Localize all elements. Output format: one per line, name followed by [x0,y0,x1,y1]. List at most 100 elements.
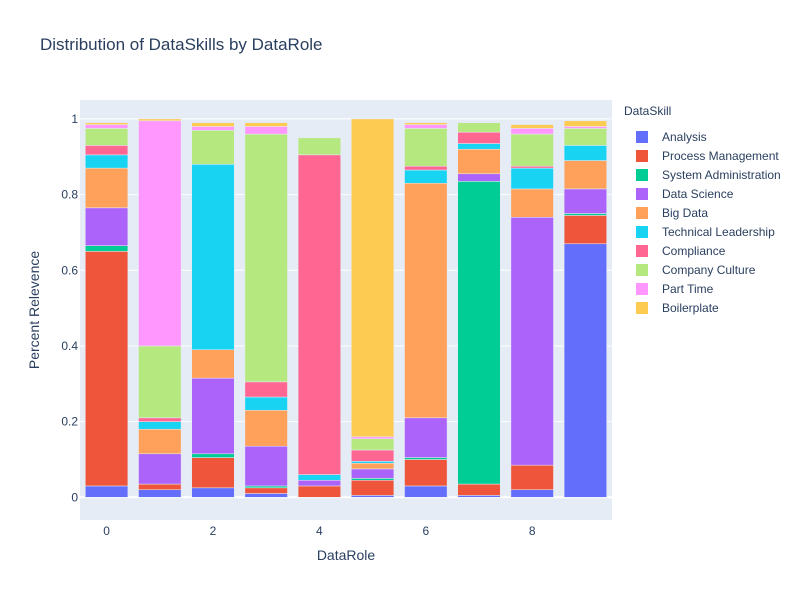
bar-segment[interactable] [563,213,607,216]
bar-segment[interactable] [138,417,182,422]
bar-segment[interactable] [191,349,235,379]
bar-segment[interactable] [244,126,288,135]
bar-segment[interactable] [404,124,448,129]
bar-segment[interactable] [563,120,607,127]
legend-item[interactable]: Data Science [624,184,781,203]
bar-segment[interactable] [297,154,341,475]
bar-segment[interactable] [510,188,554,218]
legend-item[interactable]: Big Data [624,203,781,222]
bar-segment[interactable] [244,396,288,411]
bar-segment[interactable] [351,118,395,438]
legend-item[interactable]: Company Culture [624,260,781,279]
bar-segment[interactable] [297,485,341,498]
bar-segment[interactable] [138,489,182,498]
bar-segment[interactable] [404,457,448,460]
bar-segment[interactable] [351,438,395,451]
legend-item[interactable]: Process Management [624,146,781,165]
bar-segment[interactable] [138,118,182,122]
bar-segment[interactable] [297,474,341,481]
bar-segment[interactable] [510,165,554,169]
bar-segment[interactable] [351,495,395,498]
bar-segment[interactable] [404,128,448,167]
bar-segment[interactable] [85,207,129,246]
bar-segment[interactable] [457,122,501,133]
bar-segment[interactable] [404,169,448,184]
bar-segment[interactable] [244,493,288,498]
bar-segment[interactable] [510,167,554,190]
legend-item[interactable]: System Administration [624,165,781,184]
bar-segment[interactable] [510,464,554,490]
bar-segment[interactable] [351,461,395,464]
bar-segment[interactable] [191,130,235,165]
bar-segment[interactable] [85,128,129,146]
bar-segment[interactable] [351,462,395,470]
legend-item[interactable]: Analysis [624,127,781,146]
bar-segment[interactable] [191,126,235,131]
legend-item[interactable]: Boilerplate [624,298,781,317]
legend-item[interactable]: Part Time [624,279,781,298]
bar-segment[interactable] [138,453,182,485]
bar-segment[interactable] [297,480,341,487]
bar-segment[interactable] [457,131,501,144]
bar-segment[interactable] [404,417,448,458]
bar-segment[interactable] [244,485,288,489]
bar-segment[interactable] [85,251,129,487]
bar-segment[interactable] [244,487,288,494]
bar-segment[interactable] [351,449,395,462]
bar-segment[interactable] [404,182,448,419]
bar-segment[interactable] [85,122,129,125]
bar-segment[interactable] [510,133,554,167]
bar-segment[interactable] [244,410,288,447]
bar-segment[interactable] [138,483,182,490]
bar-segment[interactable] [85,145,129,156]
bar-segment[interactable] [244,381,288,398]
bar-segment[interactable] [351,468,395,479]
bar-segment[interactable] [244,133,288,383]
bar-segment[interactable] [510,128,554,135]
bar-segment[interactable] [404,459,448,487]
bar-segment[interactable] [404,122,448,125]
bar-segment[interactable] [244,122,288,127]
bar-segment[interactable] [85,485,129,498]
legend-item[interactable]: Compliance [624,241,781,260]
bar-segment[interactable] [563,188,607,214]
bar-segment[interactable] [563,145,607,161]
bar-segment[interactable] [191,122,235,127]
bar-segment[interactable] [138,428,182,455]
bar-segment[interactable] [510,124,554,129]
bar-segment[interactable] [457,143,501,150]
bar-segment[interactable] [138,345,182,419]
bar-segment[interactable] [563,215,607,245]
bar-segment[interactable] [191,453,235,458]
bar-segment[interactable] [244,445,288,487]
bar-segment[interactable] [457,495,501,498]
x-tick-label: 8 [529,524,536,538]
bar-segment[interactable] [563,126,607,129]
bar-segment[interactable] [191,487,235,498]
bar-segment[interactable] [85,167,129,209]
bar-segment[interactable] [85,245,129,252]
bar-segment[interactable] [510,489,554,498]
bar-segment[interactable] [351,480,395,496]
bar-segment[interactable] [563,160,607,190]
bar-segment[interactable] [563,243,607,498]
bar-segment[interactable] [191,164,235,350]
bar-segment[interactable] [457,173,501,182]
bar-segment[interactable] [351,478,395,481]
bar-segment[interactable] [191,377,235,455]
bar-segment[interactable] [85,124,129,129]
legend-item[interactable]: Technical Leadership [624,222,781,241]
bar-segment[interactable] [138,120,182,347]
bar-segment[interactable] [85,154,129,169]
bar-segment[interactable] [457,181,501,485]
bar-segment[interactable] [457,483,501,496]
bar-segment[interactable] [510,217,554,466]
bar-segment[interactable] [351,436,395,439]
bar-segment[interactable] [138,421,182,430]
bar-segment[interactable] [563,128,607,146]
bar-segment[interactable] [404,165,448,171]
bar-segment[interactable] [404,485,448,498]
bar-segment[interactable] [297,137,341,156]
bar-segment[interactable] [191,457,235,489]
bar-segment[interactable] [457,148,501,175]
